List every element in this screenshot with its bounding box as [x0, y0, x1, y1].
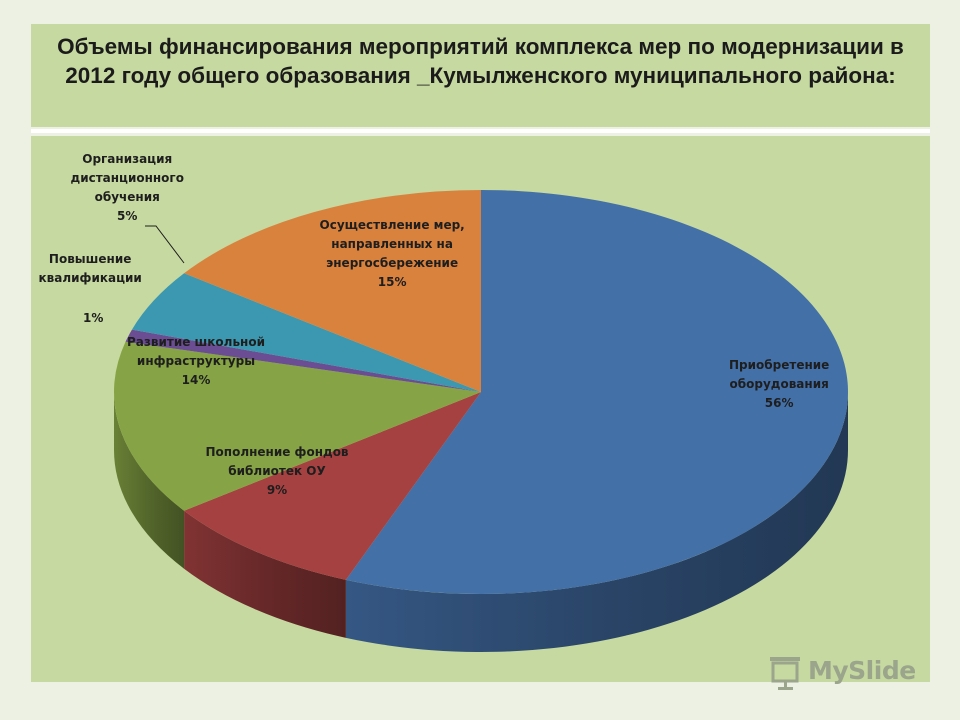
slice-label-line: Осуществление мер,: [319, 218, 465, 232]
pie-slice-5: [184, 190, 481, 392]
pie-slice-2: [113, 341, 482, 511]
pie-side-1: [184, 510, 346, 638]
pie-slice-3: [125, 329, 482, 392]
title-box: Объемы финансирования мероприятий компле…: [31, 24, 930, 127]
slice-label-line: оборудования: [729, 377, 829, 391]
watermark-text: MySlide: [808, 656, 916, 685]
watermark-logo-icon: [770, 657, 800, 690]
chart-title: Объемы финансирования мероприятий компле…: [57, 34, 904, 88]
slice-label-line: библиотек ОУ: [228, 464, 326, 478]
slice-value-label: 9%: [266, 483, 288, 497]
pie-top: [113, 190, 848, 595]
watermark: MySlide: [766, 654, 926, 692]
pie-side-2: [114, 392, 185, 569]
pie-side-0: [345, 392, 848, 652]
slice-label-line: дистанционного: [70, 171, 184, 185]
pie-sides: [114, 392, 848, 652]
leader-line: [145, 225, 185, 264]
pie-leaders: [145, 225, 185, 264]
pie-slice-1: [184, 392, 481, 580]
slice-label-line: Повышение: [48, 252, 132, 266]
slice-value-label-3: 1%: [83, 309, 103, 328]
slice-label-line: энергосбережение: [326, 256, 459, 270]
slice-label-4: Организация дистанционного обучения 5%: [71, 150, 184, 226]
slice-label-line: Пополнение фондов: [205, 445, 349, 459]
slice-value-label: 15%: [377, 275, 407, 289]
slice-label-line: Приобретение: [729, 358, 830, 372]
slice-value-label: 56%: [764, 396, 794, 410]
slice-label-line: направленных на: [331, 237, 453, 251]
slice-value-label: 5%: [117, 209, 138, 223]
slice-label-line: Развитие школьной: [127, 335, 265, 349]
slice-label-5: Осуществление мер, направленных на энергос…: [320, 216, 465, 292]
slice-label-2: Развитие школьной инфраструктуры 14%: [127, 333, 265, 390]
slice-label-line: обучения: [94, 190, 160, 204]
pie-slice-4: [131, 273, 481, 392]
divider: [31, 129, 930, 133]
slice-label-1: Пополнение фондов библиотек ОУ 9%: [206, 443, 349, 500]
slice-label-line: Организация: [82, 152, 173, 166]
slice-value-label: 1%: [83, 311, 104, 325]
slice-label-line: квалификации: [38, 271, 142, 285]
slice-label-0: Приобретение оборудования 56%: [729, 356, 829, 413]
slice-value-label: 14%: [181, 373, 211, 387]
slice-label-line: инфраструктуры: [136, 354, 256, 368]
slice-label-3: Повышение квалификации: [39, 250, 142, 288]
pie-slice-0: [345, 190, 848, 595]
